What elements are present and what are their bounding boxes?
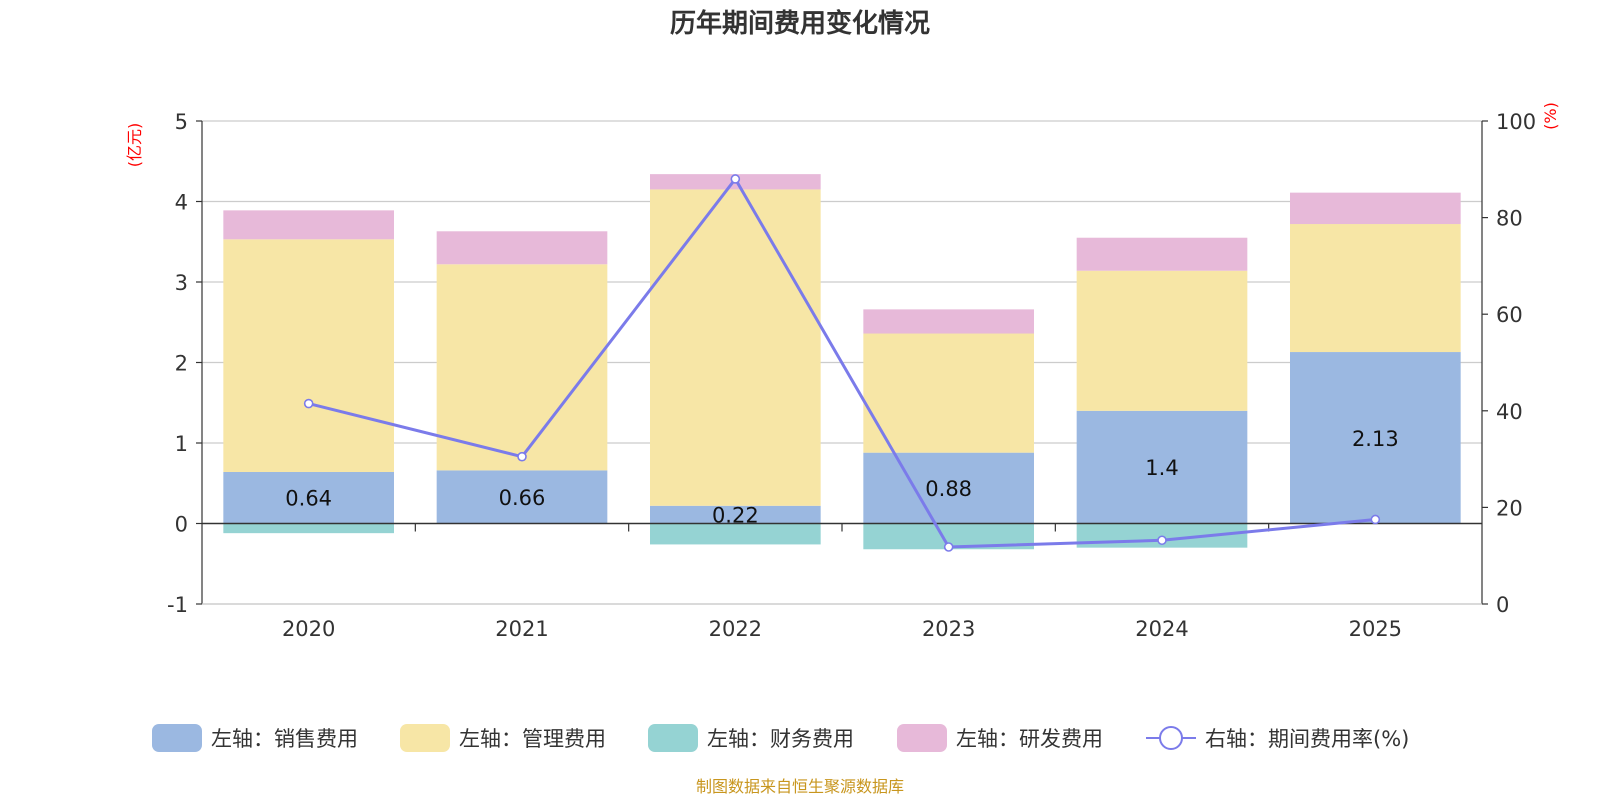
- bar-segment: [863, 309, 1034, 334]
- rate-point: [1157, 535, 1167, 546]
- legend-label: 左轴：管理费用: [459, 727, 606, 751]
- sales-data-label: 0.64: [285, 487, 332, 511]
- left-tick-label: 1: [175, 432, 188, 456]
- rate-point: [730, 174, 741, 184]
- left-axis-unit: (亿元): [125, 123, 144, 168]
- left-tick-label: 5: [175, 110, 188, 134]
- legend-swatch: [897, 724, 947, 752]
- sales-data-label: 0.22: [712, 504, 759, 528]
- axes-layer: [196, 120, 1488, 605]
- sales-data-label: 0.66: [499, 486, 546, 510]
- sales-data-label: 2.13: [1352, 427, 1399, 451]
- chart-title: 历年期间费用变化情况: [670, 8, 930, 39]
- left-tick-label: 2: [175, 352, 188, 376]
- bar-layer: [223, 174, 1461, 550]
- right-axis-unit: (%): [1541, 102, 1560, 130]
- sales-data-label: 1.4: [1145, 456, 1178, 480]
- rate-point: [1370, 514, 1381, 525]
- rate-point: [517, 451, 527, 462]
- source-note: 制图数据来自恒生聚源数据库: [696, 777, 904, 796]
- bar-segment: [1290, 224, 1461, 353]
- bar-segment: [863, 452, 1034, 524]
- legend: 左轴：销售费用 左轴：管理费用 左轴：财务费用 左轴：研发费用 右轴：期间费用率(%): [152, 724, 1409, 752]
- left-tick-label: 3: [175, 271, 188, 295]
- bar-segment: [436, 231, 608, 265]
- right-tick-label: 80: [1496, 207, 1523, 231]
- rate-point: [303, 398, 314, 409]
- bar-segment: [1076, 270, 1248, 411]
- bar-segment: [1076, 410, 1248, 524]
- category-label: 2021: [495, 617, 548, 641]
- left-tick-label: 4: [175, 191, 188, 215]
- data-label-layer: 0.64 0.66 0.22 0.88 1.4 2.13: [285, 427, 1398, 528]
- bar-segment: [650, 189, 821, 506]
- rate-point: [943, 542, 954, 552]
- bar-segment: [1290, 192, 1461, 225]
- category-label: 2024: [1135, 617, 1188, 641]
- legend-label: 左轴：研发费用: [956, 727, 1103, 751]
- legend-label: 左轴：销售费用: [211, 727, 358, 751]
- right-tick-label: 20: [1496, 496, 1523, 520]
- legend-label: 左轴：财务费用: [707, 727, 854, 751]
- category-label: 2025: [1349, 617, 1402, 641]
- left-tick-label: 0: [175, 513, 188, 537]
- bar-segment: [863, 333, 1034, 453]
- legend-swatch: [152, 724, 202, 752]
- category-label: 2023: [922, 617, 975, 641]
- sales-data-label: 0.88: [925, 477, 972, 501]
- right-tick-label: 60: [1496, 303, 1523, 327]
- bar-segment: [223, 210, 394, 240]
- bar-segment: [650, 505, 821, 524]
- bar-segment: [436, 264, 608, 471]
- bar-segment: [223, 471, 394, 524]
- legend-marker: [1159, 726, 1183, 750]
- bar-segment: [1290, 352, 1461, 524]
- bar-segment: [650, 523, 821, 545]
- tick-label-layer: -1 0 1 2 3 4 5 0 20 40 60 80 100 2020 2021 2022 2023 2024…: [167, 110, 1536, 641]
- category-label: 2020: [282, 617, 335, 641]
- right-tick-label: 0: [1496, 593, 1509, 617]
- left-tick-label: -1: [167, 593, 188, 617]
- bar-segment: [223, 239, 394, 472]
- legend-label: 右轴：期间费用率(%): [1205, 727, 1409, 751]
- rate-line-layer: [303, 174, 1381, 552]
- legend-swatch: [400, 724, 450, 752]
- right-tick-label: 40: [1496, 400, 1523, 424]
- bar-segment: [223, 523, 394, 534]
- legend-swatch: [648, 724, 698, 752]
- category-label: 2022: [709, 617, 762, 641]
- bar-segment: [1076, 237, 1248, 271]
- right-tick-label: 100: [1496, 110, 1536, 134]
- bar-segment: [436, 470, 608, 524]
- rate-line: [308, 176, 1376, 549]
